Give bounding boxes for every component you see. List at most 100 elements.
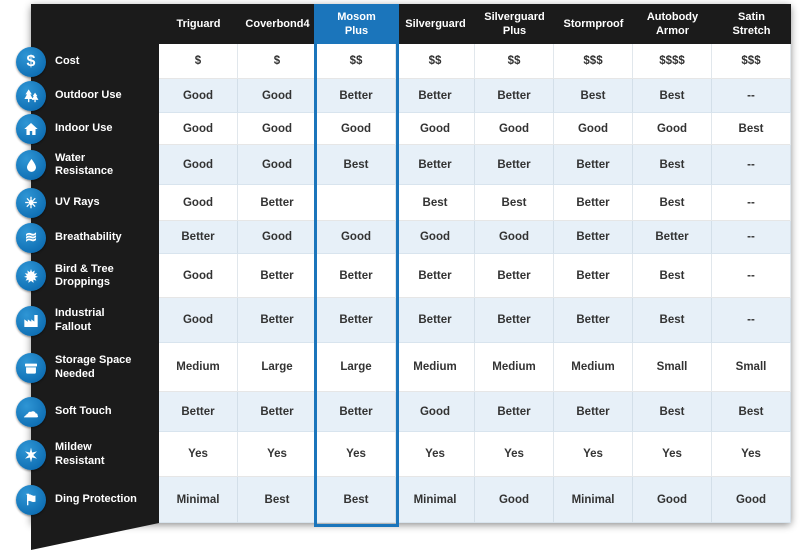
row-label-text: Breathability <box>55 230 122 243</box>
value-cell-industrial-fallout-silverguard-plus: Better <box>475 298 554 343</box>
value-cell-uv-rays-mosom-plus <box>317 185 396 221</box>
value-cell-water-resistance-triguard: Good <box>159 145 238 185</box>
value-cell-indoor-use-satin-stretch: Best <box>712 113 791 145</box>
row-label-text: Storage Space Needed <box>55 354 132 380</box>
value-cell-uv-rays-stormproof: Better <box>554 185 633 221</box>
value-cell-ding-protection-mosom-plus: Best <box>317 477 396 523</box>
value-cell-mildew-resistant-silverguard-plus: Yes <box>475 432 554 477</box>
value-cell-soft-touch-autobody-armor: Best <box>633 392 712 432</box>
value-cell-storage-space-needed-silverguard-plus: Medium <box>475 343 554 392</box>
starburst-icon <box>16 439 46 470</box>
value-cell-mildew-resistant-coverbond4: Yes <box>238 432 317 477</box>
row-label-text: Indoor Use <box>55 122 113 135</box>
value-cell-storage-space-needed-triguard: Medium <box>159 343 238 392</box>
value-cell-cost-silverguard: $$ <box>396 44 475 79</box>
product-name: Triguard <box>176 17 221 30</box>
value-cell-storage-space-needed-autobody-armor: Small <box>633 343 712 392</box>
row-label-uv-rays: ☀ UV Rays <box>16 185 159 221</box>
value-cell-mildew-resistant-stormproof: Yes <box>554 432 633 477</box>
pine-trees-icon <box>16 81 46 111</box>
value-cell-storage-space-needed-coverbond4: Large <box>238 343 317 392</box>
value-cell-indoor-use-triguard: Good <box>159 113 238 145</box>
value-cell-soft-touch-silverguard-plus: Better <box>475 392 554 432</box>
value-cell-indoor-use-stormproof: Good <box>554 113 633 145</box>
column-header-mosom-plus: Mosom Plus <box>317 4 396 44</box>
column-header-coverbond4: Coverbond4 <box>238 4 317 44</box>
value-cell-breathability-autobody-armor: Better <box>633 221 712 254</box>
row-label-text: Bird & Tree Droppings <box>55 262 114 288</box>
value-cell-uv-rays-coverbond4: Better <box>238 185 317 221</box>
column-header-autobody-armor: Autobody Armor <box>633 4 712 44</box>
value-cell-mildew-resistant-satin-stretch: Yes <box>712 432 791 477</box>
row-label-water-resistance: Water Resistance <box>16 145 159 185</box>
factory-icon <box>16 305 46 336</box>
sun-icon: ☀ <box>16 188 46 218</box>
product-name: Autobody Armor <box>646 10 699 37</box>
value-cell-indoor-use-coverbond4: Good <box>238 113 317 145</box>
value-cell-breathability-triguard: Better <box>159 221 238 254</box>
value-cell-bird-tree-droppings-mosom-plus: Better <box>317 254 396 298</box>
value-cell-storage-space-needed-silverguard: Medium <box>396 343 475 392</box>
value-cell-bird-tree-droppings-triguard: Good <box>159 254 238 298</box>
value-cell-uv-rays-silverguard-plus: Best <box>475 185 554 221</box>
column-header-satin-stretch: Satin Stretch <box>712 4 791 44</box>
value-cell-water-resistance-satin-stretch: -- <box>712 145 791 185</box>
value-cell-uv-rays-triguard: Good <box>159 185 238 221</box>
product-name: Satin Stretch <box>732 10 771 37</box>
value-cell-outdoor-use-satin-stretch: -- <box>712 79 791 113</box>
row-label-text: Mildew Resistant <box>55 441 105 467</box>
value-cell-mildew-resistant-triguard: Yes <box>159 432 238 477</box>
value-cell-storage-space-needed-mosom-plus: Large <box>317 343 396 392</box>
maple-leaf-icon <box>16 261 46 291</box>
row-label-text: Outdoor Use <box>55 89 122 102</box>
product-name: Stormproof <box>563 17 624 30</box>
value-cell-uv-rays-silverguard: Best <box>396 185 475 221</box>
value-cell-water-resistance-stormproof: Better <box>554 145 633 185</box>
value-cell-ding-protection-satin-stretch: Good <box>712 477 791 523</box>
product-name: Mosom Plus <box>337 10 376 37</box>
value-cell-outdoor-use-silverguard: Better <box>396 79 475 113</box>
value-cell-industrial-fallout-coverbond4: Better <box>238 298 317 343</box>
value-cell-outdoor-use-stormproof: Best <box>554 79 633 113</box>
product-name: Coverbond4 <box>245 17 310 30</box>
value-cell-bird-tree-droppings-satin-stretch: -- <box>712 254 791 298</box>
value-cell-breathability-stormproof: Better <box>554 221 633 254</box>
storage-box-icon <box>16 352 46 383</box>
house-icon <box>16 114 46 144</box>
row-label-text: Ding Protection <box>55 493 137 506</box>
value-cell-outdoor-use-triguard: Good <box>159 79 238 113</box>
value-cell-soft-touch-stormproof: Better <box>554 392 633 432</box>
value-cell-storage-space-needed-satin-stretch: Small <box>712 343 791 392</box>
flag-icon: ⚑ <box>16 485 46 515</box>
value-cell-cost-triguard: $ <box>159 44 238 79</box>
value-cell-industrial-fallout-autobody-armor: Best <box>633 298 712 343</box>
value-cell-outdoor-use-coverbond4: Good <box>238 79 317 113</box>
column-header-triguard: Triguard <box>159 4 238 44</box>
row-label-bird-tree-droppings: Bird & Tree Droppings <box>16 254 159 298</box>
row-label-cost: $ Cost <box>16 44 159 79</box>
value-cell-indoor-use-mosom-plus: Good <box>317 113 396 145</box>
value-cell-ding-protection-triguard: Minimal <box>159 477 238 523</box>
value-cell-soft-touch-satin-stretch: Best <box>712 392 791 432</box>
column-header-silverguard: Silverguard <box>396 4 475 44</box>
value-cell-cost-mosom-plus: $$ <box>317 44 396 79</box>
value-cell-water-resistance-silverguard-plus: Better <box>475 145 554 185</box>
value-cell-breathability-satin-stretch: -- <box>712 221 791 254</box>
column-header-stormproof: Stormproof <box>554 4 633 44</box>
row-label-soft-touch: ☁ Soft Touch <box>16 392 159 432</box>
row-label-text: UV Rays <box>55 196 100 209</box>
value-cell-breathability-silverguard: Good <box>396 221 475 254</box>
row-label-outdoor-use: Outdoor Use <box>16 79 159 113</box>
value-cell-water-resistance-mosom-plus: Best <box>317 145 396 185</box>
row-label-text: Industrial Fallout <box>55 307 105 333</box>
value-cell-uv-rays-autobody-armor: Best <box>633 185 712 221</box>
row-label-industrial-fallout: Industrial Fallout <box>16 298 159 343</box>
table-corner-cell <box>31 4 159 44</box>
value-cell-water-resistance-coverbond4: Good <box>238 145 317 185</box>
row-label-indoor-use: Indoor Use <box>16 113 159 145</box>
value-cell-breathability-mosom-plus: Good <box>317 221 396 254</box>
dollar-icon: $ <box>16 46 46 77</box>
value-cell-bird-tree-droppings-coverbond4: Better <box>238 254 317 298</box>
airflow-icon: ≋ <box>16 222 46 253</box>
value-cell-bird-tree-droppings-silverguard: Better <box>396 254 475 298</box>
